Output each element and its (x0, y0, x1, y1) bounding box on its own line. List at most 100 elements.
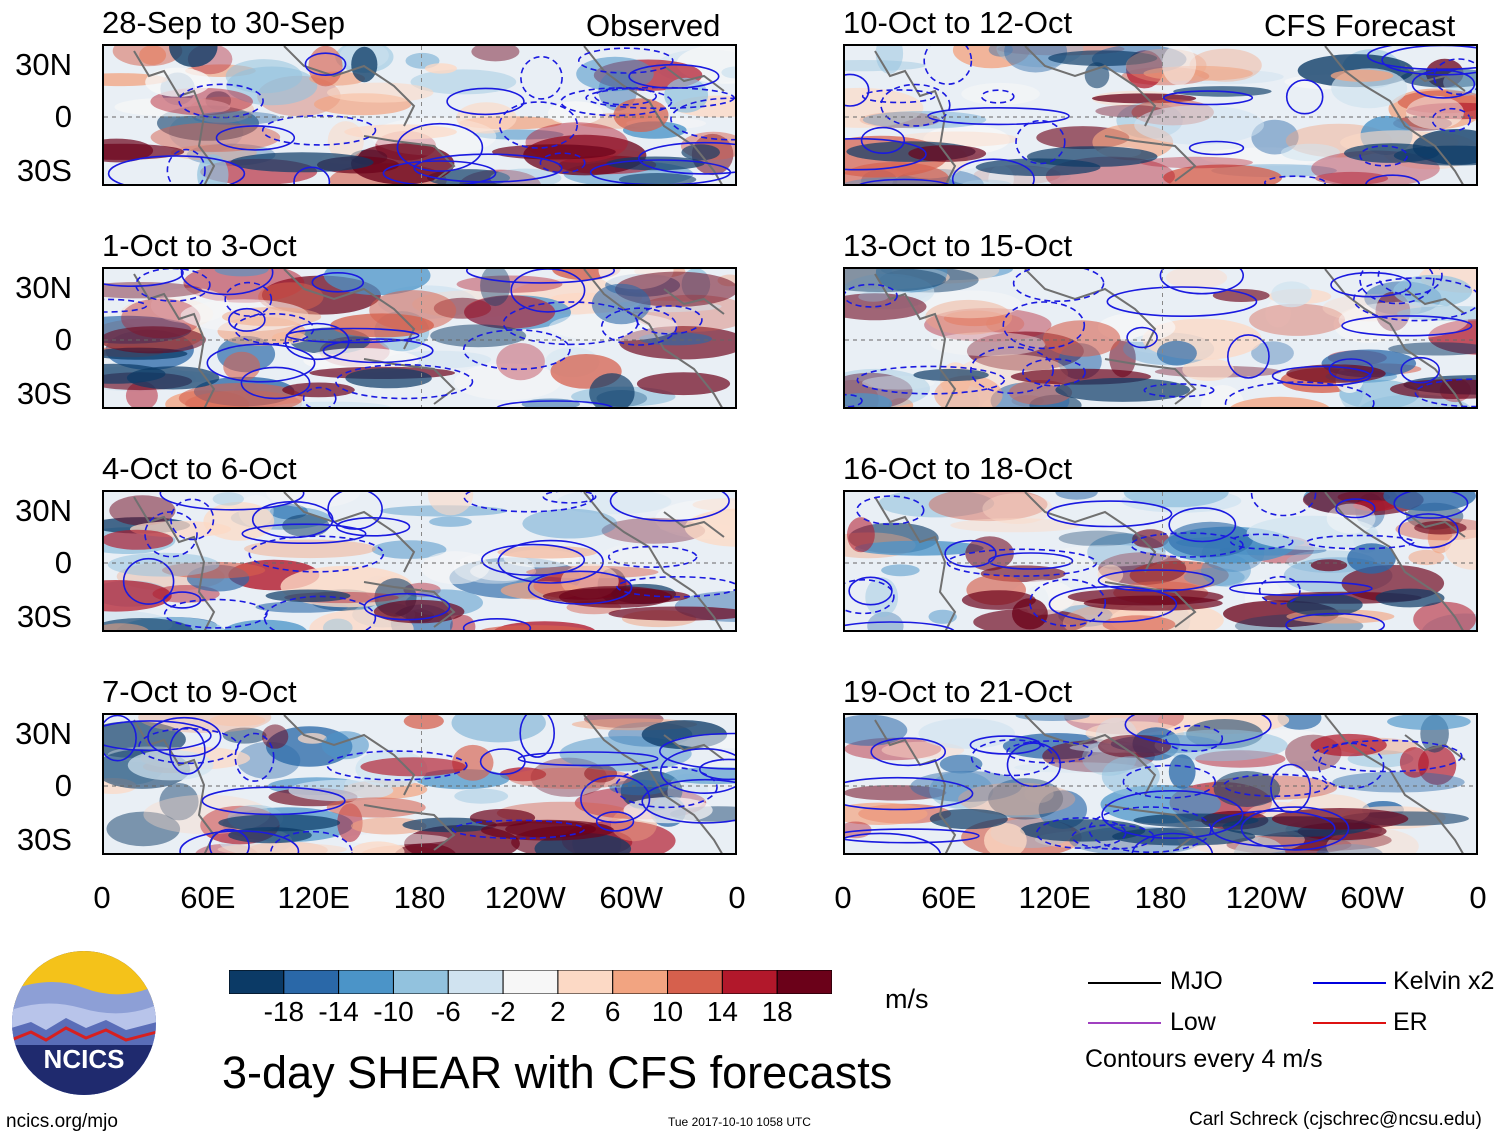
shear-anomaly-blob (261, 724, 289, 749)
longitude-label: 180 (1134, 880, 1187, 915)
kelvin-contour (1159, 269, 1244, 295)
shear-anomaly-blob (1132, 529, 1170, 549)
kelvin-contour (104, 715, 137, 762)
kelvin-contour (1106, 286, 1258, 317)
shear-anomaly-blob (1330, 69, 1394, 82)
latitude-label: 0 (54, 768, 72, 803)
shear-map-panel (102, 490, 737, 632)
shear-anomaly-blob (958, 782, 1076, 816)
shear-anomaly-blob (454, 363, 562, 401)
kelvin-contour (170, 498, 215, 541)
chart-title: 3-day SHEAR with CFS forecasts (222, 1047, 893, 1098)
shear-anomaly-blob (1281, 143, 1340, 162)
kelvin-contour (206, 343, 316, 383)
shear-anomaly-blob (862, 111, 987, 129)
shear-anomaly-blob (988, 46, 1013, 57)
colorbar-label: -18 (263, 996, 305, 1027)
shear-anomaly-blob (480, 625, 588, 630)
kelvin-contour (1124, 715, 1272, 747)
shear-anomaly-blob (1393, 274, 1472, 308)
kelvin-contour (856, 365, 1006, 395)
shear-anomaly-band (975, 158, 1101, 176)
footer-url[interactable]: ncics.org/mjo (6, 1111, 118, 1132)
kelvin-contour (135, 269, 211, 302)
shear-anomaly-blob (1042, 320, 1121, 357)
shear-map-panel (102, 44, 737, 186)
shear-anomaly-blob (549, 312, 678, 342)
latitude-label: 0 (54, 322, 72, 357)
shear-anomaly-band (265, 589, 351, 603)
kelvin-contour (270, 830, 353, 853)
kelvin-contour (261, 114, 377, 146)
panel-title: 1-Oct to 3-Oct (102, 228, 297, 263)
kelvin-contour (1122, 764, 1216, 799)
panel-title: 28-Sep to 30-Sep (102, 5, 346, 40)
coastline (1104, 135, 1197, 182)
shear-anomaly-blob (1024, 785, 1054, 803)
coastline (1024, 46, 1157, 127)
shear-anomaly-blob (1154, 729, 1288, 762)
coastline (663, 288, 725, 315)
kelvin-contour (1162, 90, 1254, 106)
kelvin-contour (659, 732, 735, 770)
shear-anomaly-blob (1102, 615, 1176, 630)
longitude-label: 120E (1018, 880, 1091, 915)
kelvin-contour (138, 727, 239, 765)
kelvin-contour (335, 363, 474, 400)
kelvin-contour (463, 492, 594, 513)
kelvin-contour (1168, 507, 1237, 543)
legend-label-kelvin: Kelvin x2 (1393, 967, 1495, 995)
kelvin-contour (1393, 492, 1469, 519)
colorbar-swatch (776, 969, 833, 995)
shear-anomaly-blob (497, 545, 598, 559)
shear-anomaly-blob (178, 383, 304, 407)
shear-anomaly-band (1375, 588, 1445, 608)
kelvin-contour (860, 126, 906, 154)
shear-anomaly-band (373, 599, 465, 624)
kelvin-contour (293, 166, 331, 184)
latitude-label: 30N (15, 493, 72, 528)
kelvin-contour (382, 160, 497, 184)
shear-anomaly-blob (845, 293, 927, 321)
shear-anomaly-blob (962, 179, 1012, 184)
shear-anomaly-blob (496, 343, 545, 381)
latitude-label: 30S (16, 599, 72, 634)
kelvin-contour (159, 492, 305, 511)
kelvin-contour (607, 545, 698, 569)
kelvin-contour (861, 89, 936, 104)
shear-anomaly-blob (471, 46, 520, 62)
kelvin-contour (1335, 498, 1376, 519)
shear-anomaly-blob (145, 67, 211, 97)
kelvin-contour (1226, 334, 1270, 379)
kelvin-contour (970, 346, 1055, 394)
kelvin-contour (1131, 832, 1214, 853)
shear-anomaly-blob (961, 82, 1040, 105)
coastline (874, 273, 957, 407)
colorbar-label: 10 (651, 996, 684, 1027)
kelvin-contour (1240, 806, 1350, 851)
shear-anomaly-blob (450, 614, 476, 630)
shear-anomaly-blob (589, 373, 635, 407)
coastline (133, 50, 216, 184)
shear-anomaly-blob (858, 291, 889, 302)
kelvin-contour (951, 158, 1035, 184)
coastline (583, 492, 723, 630)
shear-anomaly-blob (557, 492, 672, 515)
legend-label-low: Low (1170, 1008, 1216, 1036)
shear-anomaly-blob (1156, 340, 1197, 366)
latitude-label: 0 (54, 99, 72, 134)
kelvin-contour (845, 393, 863, 407)
kelvin-contour (1165, 724, 1224, 752)
kelvin-contour (496, 400, 613, 407)
shear-anomaly-blob (862, 375, 935, 390)
kelvin-contour (1126, 326, 1158, 349)
colorbar-label: -10 (373, 996, 414, 1027)
kelvin-contour (241, 523, 367, 545)
shear-anomaly-blob (721, 66, 735, 79)
kelvin-contour (660, 748, 735, 794)
kelvin-contour (527, 570, 633, 605)
shear-anomaly-blob (1162, 46, 1197, 86)
kelvin-contour (845, 73, 870, 107)
shear-anomaly-blob (847, 517, 875, 553)
shear-anomaly-blob (965, 536, 1014, 571)
